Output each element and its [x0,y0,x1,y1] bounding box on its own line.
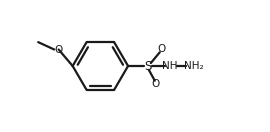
Text: O: O [158,44,166,54]
Text: S: S [144,60,151,72]
Text: NH₂: NH₂ [184,61,203,71]
Text: O: O [55,44,63,55]
Text: O: O [152,79,160,89]
Text: NH: NH [162,61,177,71]
